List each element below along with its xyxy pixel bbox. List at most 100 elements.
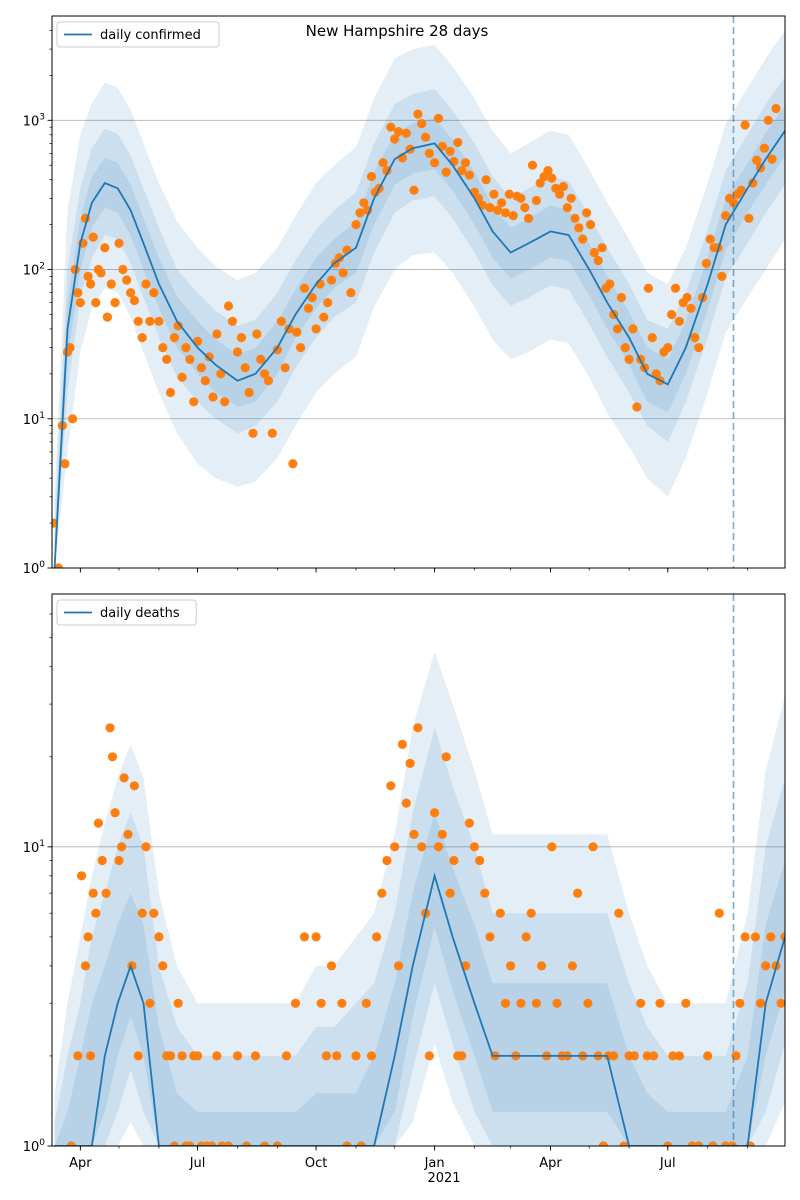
- observed-point: [721, 211, 731, 221]
- observed-point: [351, 220, 361, 230]
- observed-point: [616, 292, 627, 303]
- observed-point: [620, 343, 630, 353]
- legend: daily confirmed: [56, 21, 220, 48]
- observed-point: [585, 220, 596, 230]
- observed-point: [263, 376, 273, 386]
- observed-point: [193, 1051, 203, 1061]
- observed-point: [605, 279, 615, 289]
- observed-point: [118, 264, 128, 275]
- observed-point: [129, 781, 139, 791]
- observed-point: [740, 932, 750, 942]
- observed-point: [169, 1141, 179, 1146]
- observed-point: [204, 352, 214, 362]
- observed-point: [508, 211, 518, 221]
- chart-title: New Hampshire 28 days: [306, 22, 489, 40]
- observed-point: [504, 189, 514, 199]
- observed-point: [574, 223, 584, 233]
- observed-point: [655, 998, 665, 1008]
- observed-point: [681, 998, 691, 1008]
- observed-point: [351, 1051, 361, 1061]
- observed-point: [755, 998, 766, 1008]
- observed-point: [480, 888, 490, 898]
- observed-point: [100, 243, 110, 253]
- observed-point: [75, 298, 85, 308]
- observed-point: [123, 829, 133, 840]
- observed-point: [469, 842, 480, 852]
- observed-point: [196, 363, 206, 373]
- observed-point: [409, 185, 419, 195]
- observed-point: [614, 908, 624, 918]
- observed-point: [582, 208, 592, 218]
- observed-point: [775, 0, 784, 5]
- observed-point: [165, 1051, 176, 1061]
- observed-point: [280, 363, 290, 373]
- observed-point: [401, 798, 411, 808]
- observed-point: [597, 243, 607, 253]
- observed-point: [674, 1051, 685, 1061]
- observed-point: [409, 829, 419, 840]
- observed-point: [674, 316, 685, 326]
- observed-point: [598, 1141, 608, 1146]
- observed-point: [694, 1141, 704, 1146]
- observed-point: [53, 563, 63, 568]
- observed-point: [705, 234, 715, 244]
- observed-point: [393, 127, 404, 137]
- observed-point: [766, 932, 776, 942]
- observed-point: [445, 146, 455, 156]
- observed-point: [682, 292, 692, 303]
- observed-point: [668, 1051, 678, 1061]
- observed-point: [750, 932, 761, 942]
- observed-point: [670, 283, 681, 293]
- observed-point: [647, 333, 657, 343]
- observed-point: [223, 301, 234, 311]
- observed-point: [185, 1141, 195, 1146]
- observed-point: [708, 1141, 718, 1146]
- observed-point: [390, 842, 400, 852]
- observed-point: [346, 288, 356, 298]
- observed-point: [767, 154, 777, 164]
- legend-box: [56, 599, 197, 626]
- observed-point: [355, 208, 365, 218]
- legend-box: [56, 21, 220, 48]
- observed-point: [417, 842, 427, 852]
- observed-point: [141, 279, 151, 289]
- observed-point: [632, 402, 642, 412]
- observed-point: [252, 329, 262, 339]
- observed-point: [727, 1141, 737, 1146]
- observed-point: [107, 752, 118, 762]
- observed-point: [386, 781, 396, 791]
- observed-point: [248, 428, 258, 438]
- observed-point: [717, 271, 727, 281]
- panel-daily-deaths: 100 101 Apr Jul Oct Jan Apr Jul daily deaths: [23, 593, 786, 1171]
- observed-point: [267, 428, 277, 438]
- observed-point: [752, 155, 762, 165]
- observed-point: [361, 998, 371, 1008]
- observed-point: [552, 998, 562, 1008]
- observed-point: [154, 316, 164, 326]
- observed-point: [232, 347, 243, 357]
- observed-point: [378, 158, 388, 168]
- observed-point: [694, 343, 704, 353]
- observed-point: [86, 279, 96, 289]
- observed-point: [276, 316, 286, 326]
- observed-point: [520, 203, 530, 213]
- observed-point: [543, 166, 553, 176]
- observed-point: [457, 1051, 467, 1061]
- x-tick-label: Oct: [305, 1156, 327, 1171]
- observed-point: [421, 132, 431, 142]
- observed-point: [240, 363, 250, 373]
- observed-point: [232, 1051, 243, 1061]
- observed-point: [272, 345, 282, 355]
- observed-point: [475, 855, 485, 866]
- observed-point: [321, 1051, 331, 1061]
- observed-point: [460, 158, 471, 168]
- observed-point: [96, 268, 106, 278]
- legend-label: daily confirmed: [100, 28, 201, 43]
- observed-point: [558, 181, 569, 192]
- observed-point: [316, 998, 326, 1008]
- observed-point: [260, 1141, 270, 1146]
- observed-point: [686, 303, 696, 313]
- observed-point: [714, 908, 724, 918]
- observed-point: [740, 120, 750, 130]
- observed-point: [137, 908, 147, 918]
